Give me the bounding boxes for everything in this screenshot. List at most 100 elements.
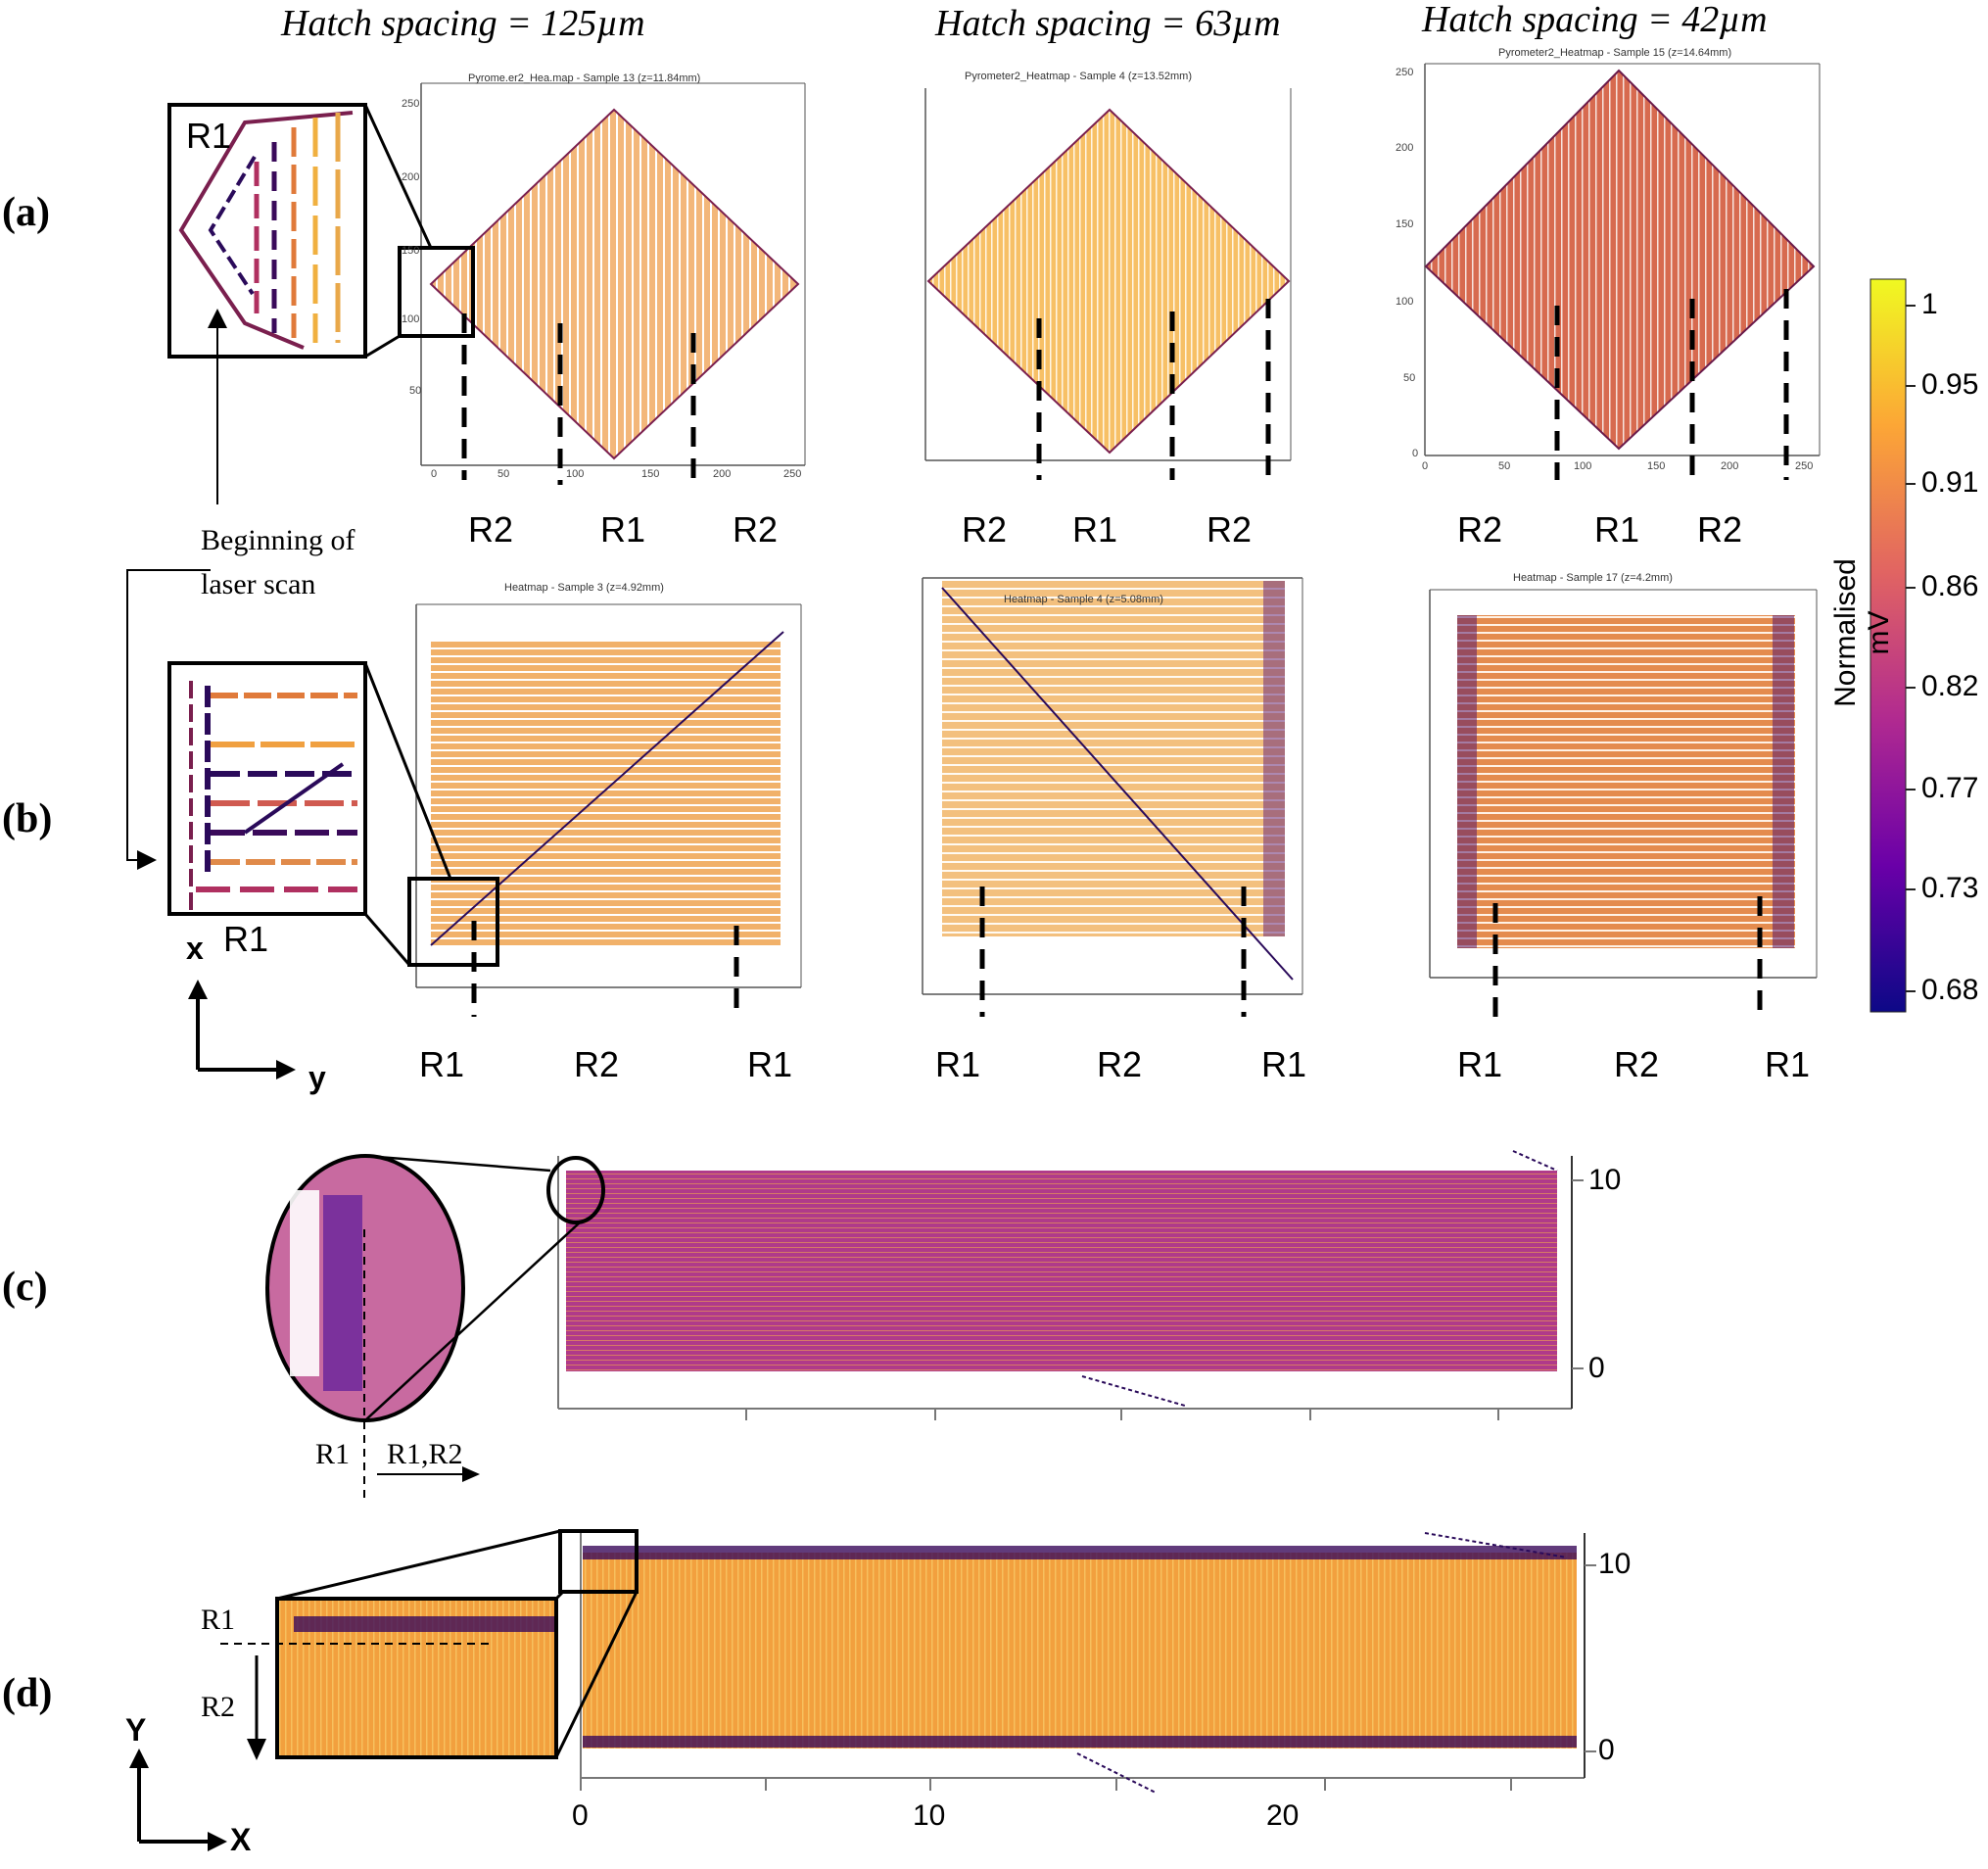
tick-a1-y-50: 50 [409,385,422,397]
map-title-a3: Pyrometer2_Heatmap - Sample 15 (z=14.64m… [1498,47,1732,59]
colorbar-tick-095: 0.95 [1921,368,1979,401]
region-label-b3-3: R1 [1765,1044,1811,1084]
colorbar-tick-091: 0.91 [1921,466,1979,499]
tick-a3-x-100: 100 [1574,460,1592,472]
tick-a1-x-100: 100 [566,468,585,480]
heatmap-a3 [1424,63,1821,456]
tick-a3-y-0: 0 [1412,448,1419,459]
tick-a1-y-250: 250 [402,98,420,110]
tick-a1-x-50: 50 [497,468,510,480]
d-y-tick-0: 0 [1598,1734,1615,1766]
axis-label-x: x [186,931,204,966]
region-label-b2-3: R1 [1261,1044,1307,1084]
scan-start-label-1: Beginning of [201,524,355,556]
inset-d-zoom [220,1529,639,1760]
c-y-tick-10: 10 [1588,1164,1622,1196]
colorbar-label: Normalised mV [1829,558,1895,707]
colorbar-tick-086: 0.86 [1921,570,1979,602]
colorbar-tick-1: 1 [1921,288,1938,320]
d-axis-label-y: Y [125,1712,147,1748]
region-label-b2-1: R1 [935,1044,981,1084]
region-label-b1-2: R2 [574,1044,620,1084]
tick-a3-y-250: 250 [1396,67,1414,78]
colorbar-tick-073: 0.73 [1921,872,1979,904]
tick-a3-x-250: 250 [1795,460,1814,472]
scan-start-label-2: laser scan [201,568,316,600]
map-title-b3: Heatmap - Sample 17 (z=4.2mm) [1513,572,1673,584]
axes-arrows-b [196,989,284,1072]
region-label-a3-3: R2 [1697,509,1743,550]
hatch-label-63: Hatch spacing = 63µm [935,3,1281,44]
region-label-a2-2: R1 [1072,509,1118,550]
tick-a3-x-200: 200 [1721,460,1739,472]
c-zoom-label-right: R1,R2 [387,1438,463,1470]
region-label-b3-2: R2 [1614,1044,1660,1084]
c-y-tick-0: 0 [1588,1352,1605,1384]
hatch-label-42: Hatch spacing = 42µm [1422,0,1768,40]
map-title-b1: Heatmap - Sample 3 (z=4.92mm) [504,582,664,594]
heatmap-a1 [420,82,806,466]
heatmap-d [580,1532,1596,1794]
colorbar-tick-077: 0.77 [1921,772,1979,804]
inset-b-label: R1 [223,919,269,959]
d-y-tick-10: 10 [1598,1548,1632,1580]
colorbar [1870,278,1907,1013]
inset-a-label: R1 [186,116,232,156]
heatmap-c [557,1150,1584,1420]
axes-arrows-d [137,1758,215,1844]
hatch-label-125: Hatch spacing = 125µm [281,3,645,44]
d-axis-label-x: X [230,1822,252,1857]
panel-label-a: (a) [2,190,50,235]
panel-label-d: (d) [2,1671,53,1716]
d-x-tick-10: 10 [913,1799,946,1832]
heatmap-b1 [415,603,802,988]
region-label-b1-3: R1 [747,1044,793,1084]
d-zoom-label-top: R1 [201,1604,236,1636]
tick-a1-y-200: 200 [402,171,420,183]
tick-a1-y-150: 150 [402,245,420,257]
map-title-a1: Pyrome.er2_Hea.map - Sample 13 (z=11.84m… [468,72,701,84]
region-label-b2-2: R2 [1097,1044,1143,1084]
tick-a1-y-100: 100 [402,313,420,325]
tick-a1-x-0: 0 [431,468,438,480]
region-label-a2-1: R2 [962,509,1008,550]
region-label-b3-1: R1 [1457,1044,1503,1084]
d-zoom-label-bottom: R2 [201,1691,236,1723]
tick-a3-y-100: 100 [1396,296,1414,308]
region-label-a1-3: R2 [733,509,779,550]
tick-a1-x-250: 250 [783,468,802,480]
colorbar-tick-082: 0.82 [1921,670,1979,702]
heatmap-b2 [922,577,1303,995]
region-label-a3-2: R1 [1594,509,1640,550]
region-dividers-a [461,289,1789,485]
d-x-tick-0: 0 [572,1799,589,1832]
inset-a-zoom [167,103,475,504]
d-x-tick-20: 20 [1266,1799,1300,1832]
tick-a3-x-50: 50 [1498,460,1511,472]
c-zoom-label-left: R1 [315,1438,351,1470]
inset-b-zoom [126,569,499,967]
tick-a3-y-200: 200 [1396,142,1414,154]
map-title-b2: Heatmap - Sample 4 (z=5.08mm) [1004,594,1163,605]
panel-label-b: (b) [2,796,53,841]
inset-c-zoom [265,1154,605,1504]
tick-a1-x-150: 150 [641,468,660,480]
heatmap-b3 [1429,589,1818,979]
region-label-a2-3: R2 [1207,509,1253,550]
tick-a3-y-50: 50 [1403,372,1416,384]
region-label-a3-1: R2 [1457,509,1503,550]
tick-a3-x-0: 0 [1422,460,1429,472]
region-dividers-b [471,887,1763,1021]
region-label-a1-2: R1 [600,509,646,550]
tick-a3-x-150: 150 [1647,460,1666,472]
heatmap-a2 [924,88,1292,461]
region-label-b1-1: R1 [419,1044,465,1084]
map-title-a2: Pyrometer2_Heatmap - Sample 4 (z=13.52mm… [965,71,1193,82]
tick-a3-y-150: 150 [1396,218,1414,230]
tick-a1-x-200: 200 [713,468,732,480]
colorbar-tick-068: 0.68 [1921,974,1979,1006]
axis-label-y: y [308,1060,326,1095]
panel-label-c: (c) [2,1265,48,1310]
region-label-a1-1: R2 [468,509,514,550]
